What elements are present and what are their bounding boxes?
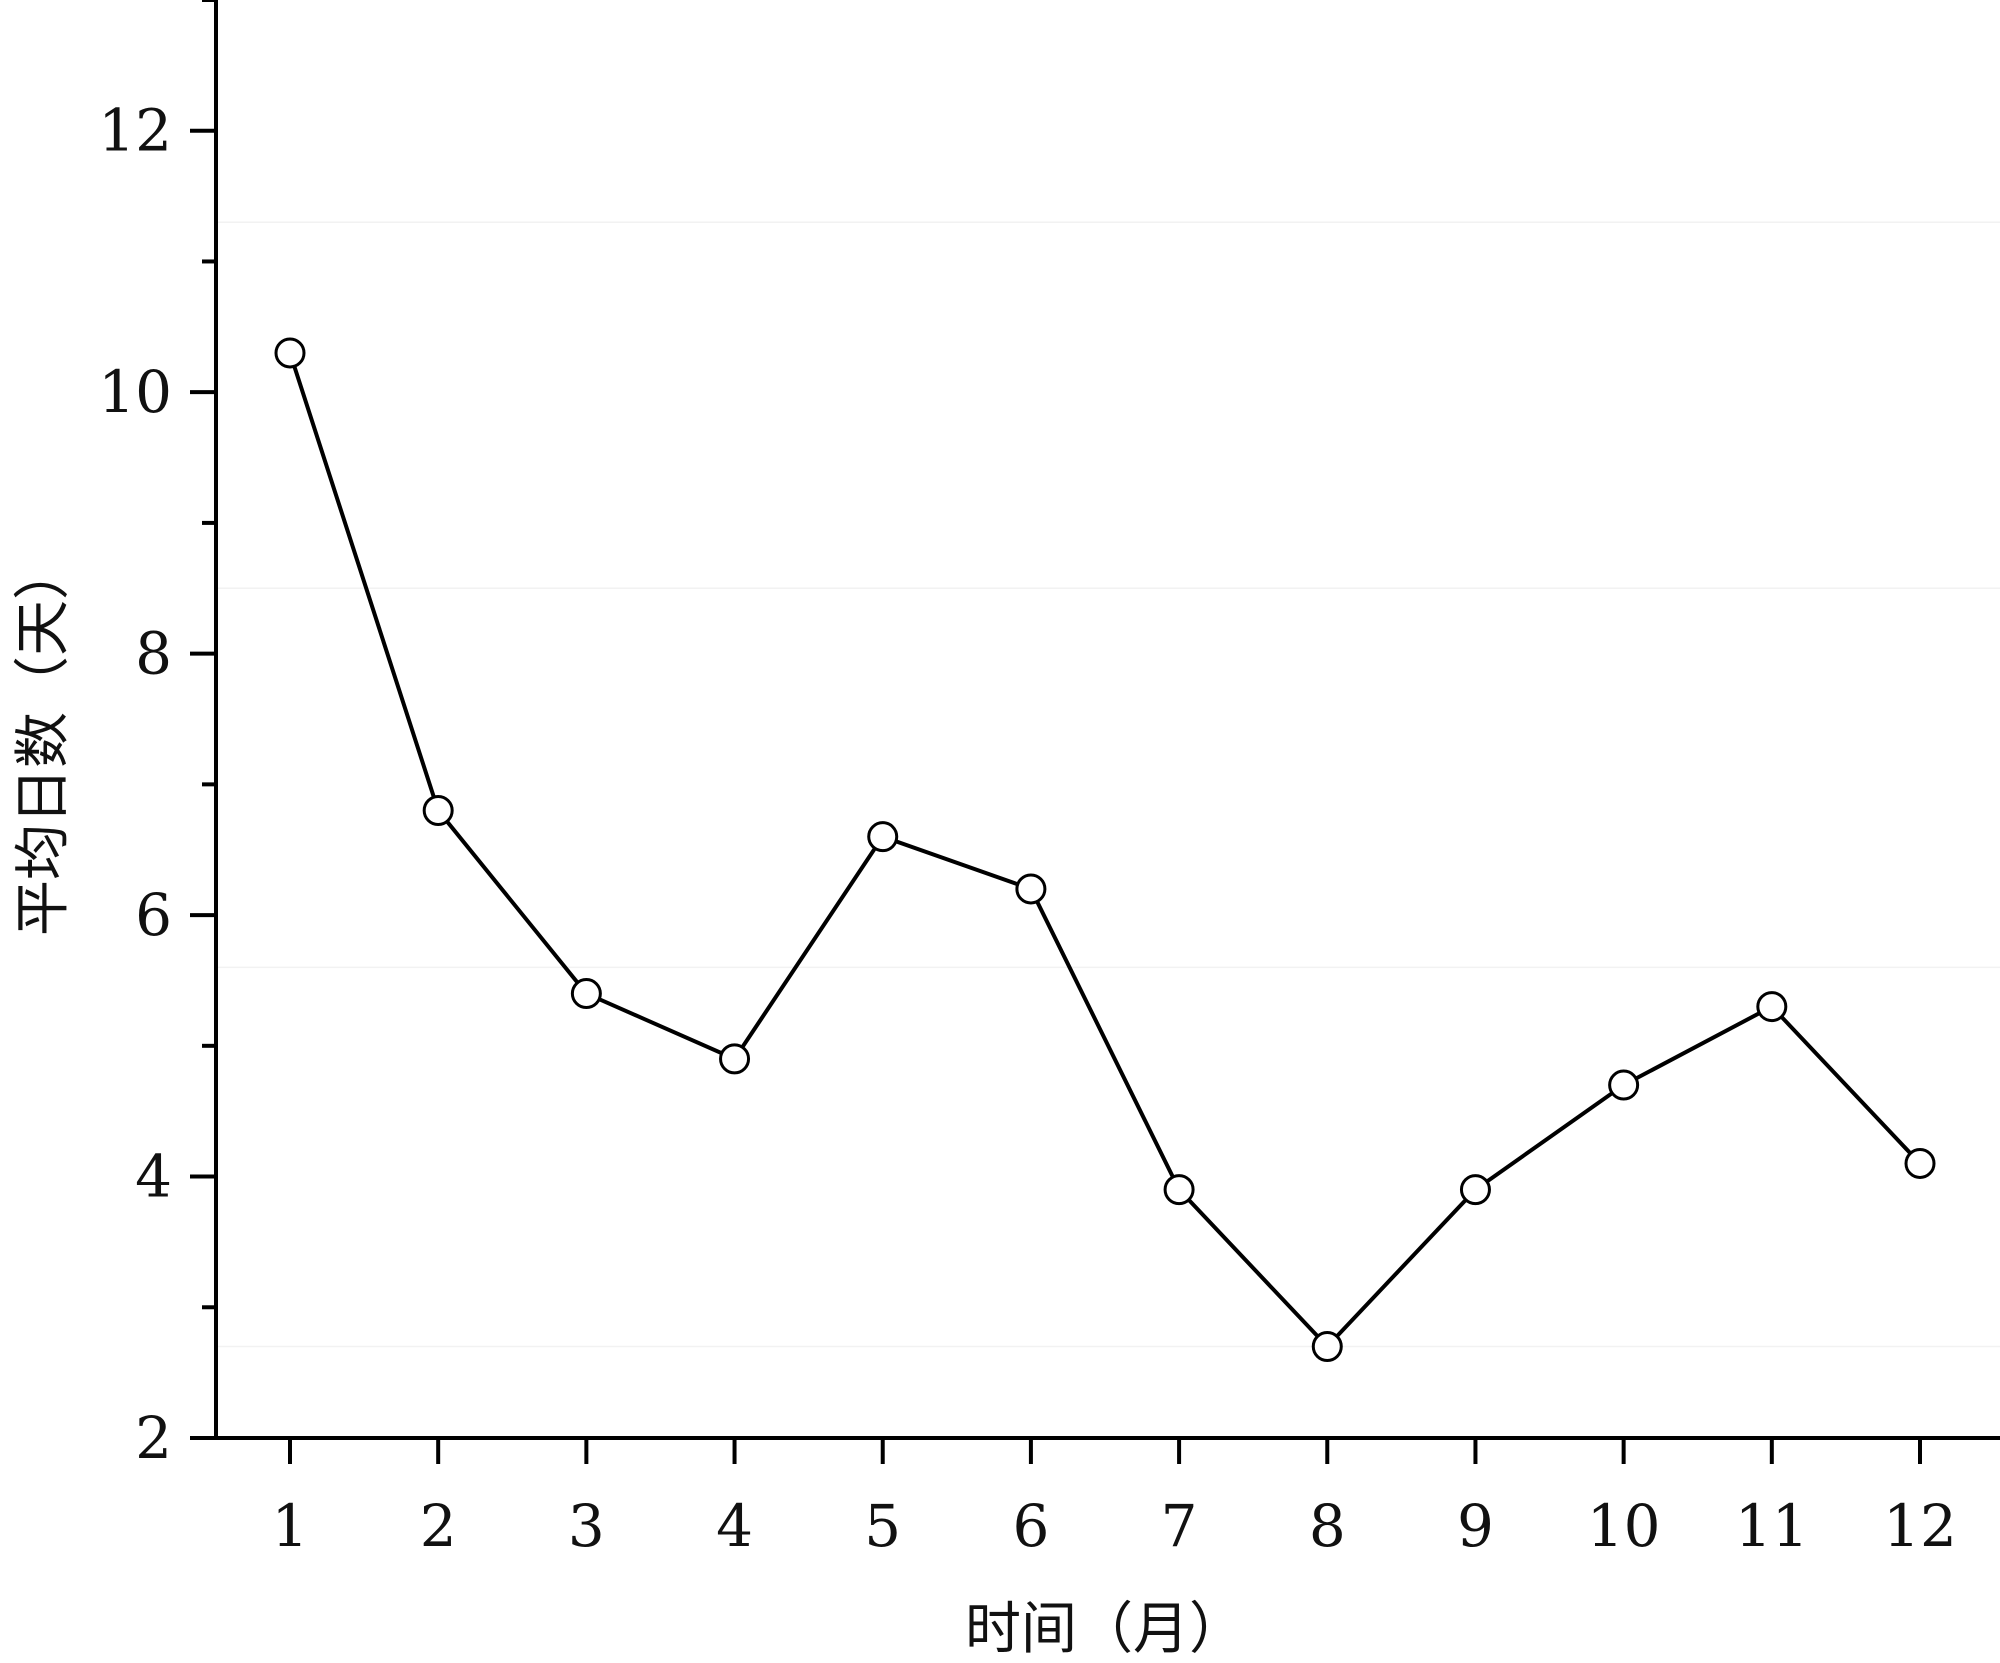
y-tick-label: 4 — [135, 1143, 172, 1211]
x-tick-label: 7 — [1161, 1492, 1198, 1560]
data-point — [719, 1043, 751, 1075]
data-point — [1163, 1174, 1195, 1206]
data-point — [1756, 991, 1788, 1023]
y-tick-label: 2 — [135, 1404, 172, 1472]
x-tick-label: 4 — [716, 1492, 753, 1560]
data-point — [1459, 1174, 1491, 1206]
series-line — [288, 352, 1922, 1350]
y-tick-label: 6 — [135, 881, 172, 949]
data-point — [1904, 1147, 1936, 1179]
x-axis-title: 时间（月） — [965, 1597, 1245, 1662]
x-tick-label: 11 — [1735, 1492, 1809, 1560]
grid-layer — [216, 221, 2000, 1348]
data-point — [422, 795, 454, 827]
data-point — [1608, 1069, 1640, 1101]
x-tick-label: 9 — [1457, 1492, 1494, 1560]
x-tick-label: 5 — [864, 1492, 901, 1560]
x-tick-label: 10 — [1587, 1492, 1661, 1560]
y-tick-label: 8 — [135, 620, 172, 688]
y-tick-label: 10 — [98, 358, 172, 426]
x-tick-label: 1 — [272, 1492, 309, 1560]
axes-layer — [214, 0, 2000, 1440]
data-point — [867, 821, 899, 853]
x-tick-label: 12 — [1883, 1492, 1957, 1560]
data-point — [274, 337, 306, 369]
y-tick-label: 12 — [98, 97, 172, 165]
x-tick-label: 2 — [420, 1492, 457, 1560]
x-tick-label: 6 — [1012, 1492, 1049, 1560]
data-point — [1015, 873, 1047, 905]
series-layer — [274, 337, 1936, 1362]
x-tick-label: 8 — [1309, 1492, 1346, 1560]
x-tick-label: 3 — [568, 1492, 605, 1560]
y-axis-title: 平均日数（天） — [11, 544, 76, 936]
data-point — [1311, 1330, 1343, 1362]
data-point — [570, 978, 602, 1010]
